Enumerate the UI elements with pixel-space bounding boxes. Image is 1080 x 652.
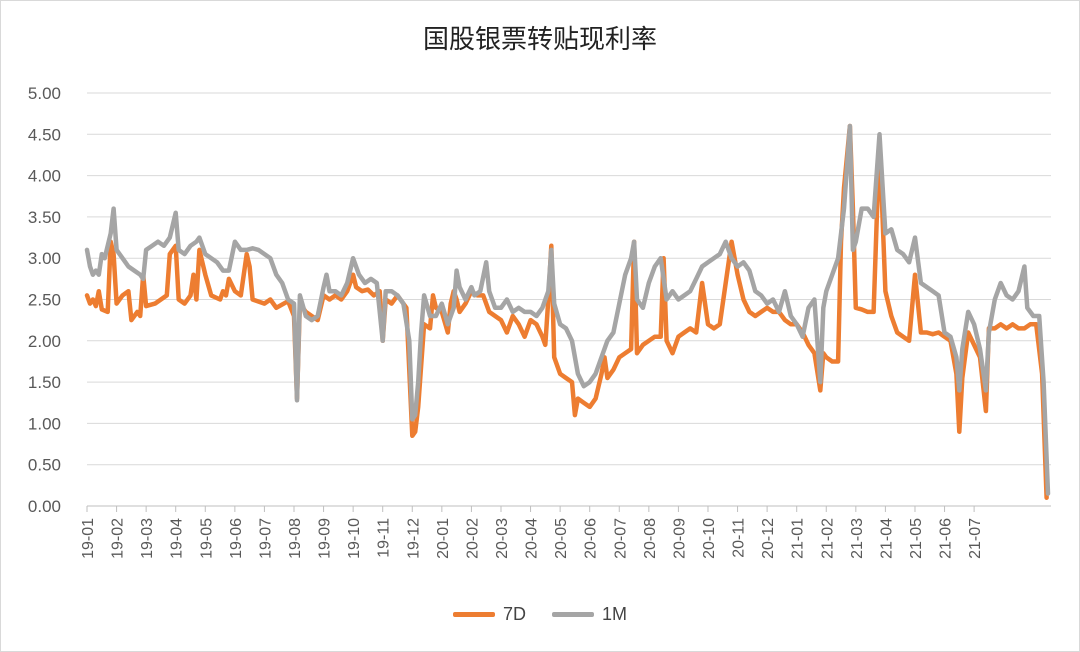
x-tick-label: 19-11 — [376, 518, 393, 558]
x-tick-label: 21-06 — [938, 518, 955, 559]
x-tick-label: 20-10 — [701, 518, 718, 559]
x-tick-label: 21-05 — [908, 518, 925, 559]
x-tick-label: 20-05 — [553, 518, 570, 559]
y-tick-label: 1.00 — [28, 414, 61, 433]
x-tick-label: 20-11 — [731, 518, 748, 558]
x-tick-label: 20-07 — [612, 518, 629, 559]
y-tick-label: 3.00 — [28, 249, 61, 268]
x-tick-label: 20-01 — [435, 518, 452, 559]
x-tick-label: 19-05 — [198, 518, 215, 559]
x-tick-label: 19-03 — [139, 518, 156, 559]
y-tick-label: 0.00 — [28, 497, 61, 516]
x-tick-label: 19-10 — [346, 518, 363, 559]
x-tick-label: 20-04 — [524, 518, 541, 559]
y-tick-label: 4.50 — [28, 125, 61, 144]
x-tick-label: 21-02 — [819, 518, 836, 559]
x-tick-label: 19-09 — [317, 518, 334, 559]
x-tick-label: 19-12 — [405, 518, 422, 559]
x-tick-label: 19-07 — [257, 518, 274, 559]
series-line-7d — [84, 123, 1049, 500]
x-tick-label: 21-01 — [790, 518, 807, 559]
x-tick-label: 20-09 — [671, 518, 688, 559]
legend-label-1m: 1M — [602, 604, 628, 624]
legend-label-7d: 7D — [502, 604, 526, 624]
x-tick-label: 19-02 — [110, 518, 127, 559]
x-tick-label: 20-08 — [642, 518, 659, 559]
y-tick-label: 2.00 — [28, 332, 61, 351]
x-tick-label: 21-07 — [967, 518, 984, 559]
y-tick-label: 2.50 — [28, 291, 61, 310]
x-tick-label: 20-06 — [583, 518, 600, 559]
y-tick-label: 4.00 — [28, 167, 61, 186]
x-tick-label: 21-04 — [878, 518, 895, 559]
x-tick-label: 19-08 — [287, 518, 304, 559]
chart-title: 国股银票转贴现利率 — [422, 25, 657, 55]
legend-swatch-7d — [452, 612, 495, 617]
series-line-1m — [84, 123, 1051, 496]
x-tick-label: 19-06 — [228, 518, 245, 559]
x-tick-label: 20-12 — [760, 518, 777, 559]
legend-swatch-1m — [552, 612, 594, 617]
x-tick-label: 19-01 — [80, 518, 97, 559]
legend-item-7d: 7D — [452, 604, 526, 625]
y-tick-label: 3.50 — [28, 208, 61, 227]
y-tick-label: 1.50 — [28, 373, 61, 392]
x-tick-label: 20-03 — [494, 518, 511, 559]
legend: 7D 1M — [1, 604, 1079, 625]
y-tick-label: 5.00 — [28, 84, 61, 103]
legend-item-1m: 1M — [552, 604, 627, 625]
x-tick-label: 20-02 — [464, 518, 481, 559]
x-tick-label: 19-04 — [169, 518, 186, 559]
y-tick-label: 0.50 — [28, 456, 61, 475]
x-tick-label: 21-03 — [849, 518, 866, 559]
